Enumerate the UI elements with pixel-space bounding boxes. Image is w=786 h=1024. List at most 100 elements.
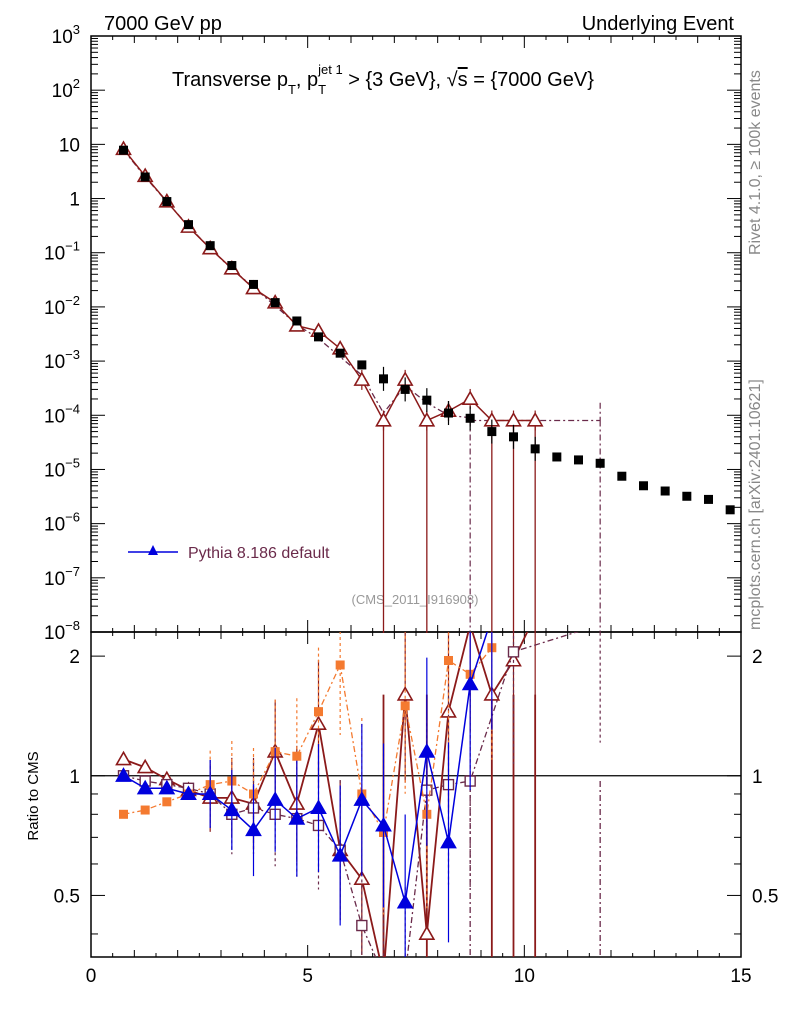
ratio-point-dark-red-open-triangle — [115, 750, 132, 766]
data-point — [530, 444, 540, 454]
ratio-point-orange-filled-square — [335, 660, 345, 670]
ratio-point-Pythia 8.186 default — [158, 779, 176, 795]
ratio-point-Pythia 8.186 default — [418, 743, 436, 758]
ratio-point-Pythia 8.186 default — [223, 801, 241, 817]
ratio-series-group — [115, 632, 601, 980]
y-tick-label-ratio-right: 1 — [752, 767, 763, 788]
ratio-point-orange-filled-square — [140, 805, 150, 815]
main-plot-frame — [90, 35, 742, 633]
data-point — [422, 395, 432, 405]
main-red-point — [526, 411, 544, 427]
rivet-version: Rivet 4.1.0, ≥ 100k events — [747, 70, 764, 255]
data-point — [119, 145, 128, 155]
ratio-point-orange-filled-square — [314, 707, 323, 717]
legend: Pythia 8.186 default — [128, 545, 330, 562]
data-point — [444, 408, 453, 418]
data-point — [379, 374, 388, 384]
ratio-point-Pythia 8.186 default — [440, 833, 457, 849]
data-point — [292, 316, 302, 326]
ratio-point-Pythia 8.186 default — [245, 821, 262, 837]
y-tick-label-main: 103 — [52, 22, 80, 48]
ratio-point-orange-filled-square — [162, 797, 172, 807]
data-point — [639, 481, 648, 491]
data-point — [400, 384, 410, 394]
data-point — [552, 452, 562, 462]
y-tick-label-main: 10−7 — [44, 564, 80, 590]
data-point — [357, 360, 367, 370]
y-tick-label-main: 10−4 — [44, 401, 80, 427]
ratio-point-maroon-open-square — [379, 970, 389, 980]
ratio-line-orange-filled-square — [123, 647, 493, 835]
y-tick-label-ratio-right: 2 — [752, 647, 763, 668]
ratio-point-maroon-open-square — [507, 646, 520, 658]
ratio-point-Pythia 8.186 default — [115, 767, 132, 782]
y-tick-label-ratio: 2 — [69, 647, 80, 668]
plot-layer: 0 5 10 1510310210110−110−210−310−410−510−61… — [44, 22, 778, 987]
x-tick-label: 15 — [730, 966, 751, 987]
ratio-point-maroon-open-square — [400, 970, 410, 980]
ratio-point-orange-filled-square — [444, 655, 453, 665]
ratio-point-orange-filled-square — [119, 809, 128, 819]
ratio-point-Pythia 8.186 default — [353, 791, 371, 806]
ratio-point-dark-red-open-triangle — [418, 925, 436, 940]
ratio-axis-label: Ratio to CMS — [25, 751, 42, 840]
data-point — [509, 432, 518, 442]
y-tick-label-ratio: 1 — [69, 767, 80, 788]
y-tick-label-main: 10−3 — [44, 347, 80, 373]
header-left: 7000 GeV pp — [104, 13, 222, 35]
data-point — [465, 413, 475, 423]
header-right: Underlying Event — [582, 13, 735, 35]
main-red-point — [353, 371, 371, 386]
x-tick-label: 0 — [86, 966, 97, 987]
y-tick-label-main: 102 — [52, 76, 80, 102]
data-point — [682, 491, 692, 501]
main-series-red-line — [122, 148, 536, 423]
ratio-point-orange-filled-square — [292, 751, 302, 761]
data-point — [704, 494, 713, 504]
data-point — [617, 471, 627, 481]
ratio-point-Pythia 8.186 default — [375, 816, 392, 832]
data-point — [249, 279, 258, 289]
data-point — [314, 332, 323, 342]
ratio-point-dark-red-open-triangle — [396, 686, 414, 701]
ratio-point-Pythia 8.186 default — [201, 785, 219, 801]
ratio-point-dark-red-open-triangle — [377, 968, 391, 980]
chart-title: Transverse pT, pTjet 1 > {3 GeV}, √s = {… — [172, 62, 594, 97]
y-tick-label-ratio-right: 0.5 — [752, 886, 778, 907]
data-point — [595, 458, 605, 468]
y-tick-label-main: 10−8 — [44, 618, 80, 644]
ratio-point-Pythia 8.186 default — [396, 893, 414, 909]
analysis-id: (CMS_2011_I916908) — [352, 592, 479, 607]
data-point — [205, 241, 215, 251]
ratio-line-Pythia 8.186 default — [123, 632, 488, 903]
y-tick-label-main: 10−5 — [44, 455, 80, 481]
legend-label: Pythia 8.186 default — [188, 545, 330, 562]
ratio-point-Pythia 8.186 default — [461, 675, 479, 691]
ratio-point-Pythia 8.186 default — [331, 846, 349, 862]
data-point — [140, 172, 150, 182]
ratio-point-Pythia 8.186 default — [136, 779, 154, 795]
main-series-maroon-line — [122, 149, 471, 419]
ratio-point-maroon-open-square — [356, 919, 368, 932]
legend-marker — [148, 545, 158, 555]
x-tick-label: 5 — [302, 966, 313, 987]
y-tick-label-main: 10−6 — [44, 510, 80, 536]
main-red-point — [375, 411, 392, 427]
y-tick-label-main: 1 — [69, 190, 80, 211]
main-red-point — [505, 411, 522, 427]
ratio-point-dark-red-open-triangle — [505, 651, 522, 667]
y-tick-label-main: 10−1 — [44, 239, 80, 265]
x-tick-label: 10 — [514, 966, 535, 987]
y-tick-label-main: 10 — [59, 135, 80, 156]
data-point — [574, 455, 583, 465]
ratio-point-orange-filled-square — [400, 701, 410, 711]
mcplots-credit: mcplots.cern.ch [arXiv:2401.10621] — [747, 379, 764, 630]
data-point — [487, 427, 497, 437]
data-point — [660, 486, 670, 496]
main-red-point — [461, 390, 479, 406]
y-tick-label-main: 10−2 — [44, 293, 80, 319]
ratio-point-Pythia 8.186 default — [288, 810, 306, 825]
data-point — [270, 298, 280, 308]
ratio-point-Pythia 8.186 default — [266, 791, 284, 806]
